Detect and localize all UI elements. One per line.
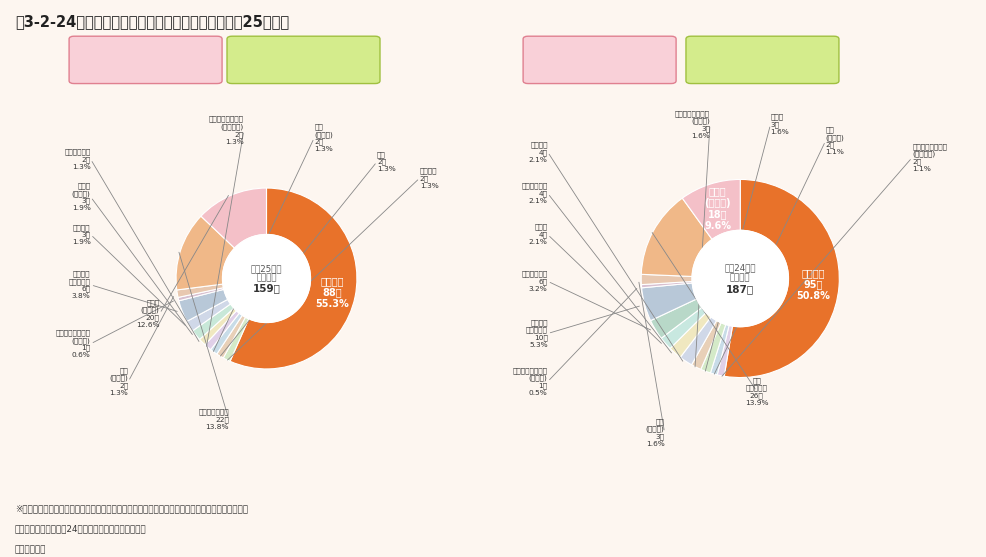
Wedge shape (641, 281, 691, 288)
Text: 76.5%: 76.5% (801, 66, 828, 75)
Text: 金属くず
3件
1.9%: 金属くず 3件 1.9% (72, 224, 91, 245)
Text: 建設系廃棄物: 建設系廃棄物 (288, 48, 318, 57)
Wedge shape (641, 198, 711, 276)
Text: 計44件: 計44件 (535, 66, 557, 75)
Wedge shape (710, 324, 729, 375)
Wedge shape (186, 299, 231, 331)
Circle shape (691, 231, 788, 326)
Text: 図3-2-24　不法投棄された産業廃棄物の種類（平成25年度）: 図3-2-24 不法投棄された産業廃棄物の種類（平成25年度） (15, 14, 289, 29)
Text: 計133件: 計133件 (240, 66, 266, 75)
Text: 動物のふん尿
2件
1.3%: 動物のふん尿 2件 1.3% (64, 149, 91, 170)
Text: 投棄件数: 投棄件数 (256, 273, 276, 282)
Wedge shape (641, 283, 696, 321)
Wedge shape (177, 288, 224, 301)
Text: 廃プラスチック類
(廃タイヤ)
2件
1.1%: 廃プラスチック類 (廃タイヤ) 2件 1.1% (911, 143, 947, 172)
Wedge shape (201, 188, 266, 248)
Text: 動物のふん尿
6件
3.2%: 動物のふん尿 6件 3.2% (521, 271, 547, 292)
Text: 汚泥
(建設系)
3件
1.6%: 汚泥 (建設系) 3件 1.6% (645, 418, 664, 447)
Circle shape (222, 234, 311, 323)
Text: 83.6%: 83.6% (342, 66, 370, 75)
Text: 建設系以外廃棄物: 建設系以外廃棄物 (579, 48, 619, 57)
Text: 廃プラスチック類
(その他)
3件
1.6%: 廃プラスチック類 (その他) 3件 1.6% (674, 110, 709, 139)
Text: ガラス・
陶磁器くず
6件
3.8%: ガラス・ 陶磁器くず 6件 3.8% (69, 270, 91, 299)
Wedge shape (230, 188, 357, 369)
Wedge shape (717, 325, 732, 376)
Wedge shape (724, 179, 838, 378)
Wedge shape (223, 317, 248, 361)
Wedge shape (641, 274, 691, 285)
Text: 木くず
(その他)
3件
1.9%: 木くず (その他) 3件 1.9% (72, 183, 91, 211)
Text: 木くず
(建設系)
20件
12.6%: 木くず (建設系) 20件 12.6% (136, 299, 160, 328)
Text: がれき類
95件
50.8%: がれき類 95件 50.8% (796, 268, 829, 301)
Wedge shape (176, 284, 223, 297)
Wedge shape (681, 179, 740, 240)
Text: 汚泥
(建設系)
2件
1.3%: 汚泥 (建設系) 2件 1.3% (109, 367, 128, 396)
Text: 金属くず
4件
2.1%: 金属くず 4件 2.1% (528, 141, 547, 163)
Wedge shape (210, 313, 243, 354)
Text: 計26件: 計26件 (82, 66, 104, 75)
Text: ※１：割合については、四捨五入で計算して表記していることから合計値が合わない場合がある。: ※１：割合については、四捨五入で計算して表記していることから合計値が合わない場合… (15, 504, 247, 513)
Text: 汚泥
(その他)
2件
1.1%: 汚泥 (その他) 2件 1.1% (824, 126, 844, 155)
Wedge shape (661, 307, 705, 349)
Text: がれき類
88件
55.3%: がれき類 88件 55.3% (316, 276, 349, 309)
Text: 鉱さい
3件
1.6%: 鉱さい 3件 1.6% (770, 114, 789, 135)
Text: 建設
混合廃棄物
26件
13.9%: 建設 混合廃棄物 26件 13.9% (744, 377, 768, 405)
Text: 燃え殻
4件
2.1%: 燃え殻 4件 2.1% (528, 224, 547, 245)
Wedge shape (691, 320, 721, 369)
Text: 建設系以外廃棄物: 建設系以外廃棄物 (125, 48, 166, 57)
Text: 汚泥
(その他)
2件
1.3%: 汚泥 (その他) 2件 1.3% (314, 124, 332, 152)
Text: 廃プラスチック類
(廃タイヤ)
2件
1.3%: 廃プラスチック類 (廃タイヤ) 2件 1.3% (209, 116, 244, 145)
Text: 木くず
(建設系)
18件
9.6%: 木くず (建設系) 18件 9.6% (703, 186, 731, 231)
Text: 建設混合廃棄物
22件
13.8%: 建設混合廃棄物 22件 13.8% (198, 409, 229, 430)
Wedge shape (700, 323, 725, 373)
Text: 16.4%: 16.4% (184, 66, 212, 75)
Text: 廃プラスチック類
(建設系)
1件
0.5%: 廃プラスチック類 (建設系) 1件 0.5% (512, 367, 547, 396)
Wedge shape (192, 304, 234, 339)
Wedge shape (217, 315, 246, 358)
Text: ガラス・
陶磁器くず
10件
5.3%: ガラス・ 陶磁器くず 10件 5.3% (526, 319, 547, 348)
Wedge shape (205, 311, 239, 350)
Text: 計143件: 計143件 (698, 66, 725, 75)
Text: 平成24年度: 平成24年度 (724, 263, 755, 273)
Text: 23.5%: 23.5% (638, 66, 666, 75)
Text: 資料：環境省: 資料：環境省 (15, 545, 46, 554)
Wedge shape (199, 308, 237, 345)
Text: 繊維くず
2件
1.3%: 繊維くず 2件 1.3% (419, 168, 438, 189)
Text: 平成25年度: 平成25年度 (250, 265, 282, 273)
Text: 廃油
2件
1.3%: 廃油 2件 1.3% (377, 151, 395, 172)
Wedge shape (679, 317, 716, 365)
Text: 廃プラスチック類
(建設系)
1件
0.6%: 廃プラスチック類 (建設系) 1件 0.6% (55, 329, 91, 358)
Text: ２：参考として平成24年度の実績も掲載している。: ２：参考として平成24年度の実績も掲載している。 (15, 525, 146, 534)
Text: 動植物性残さ
4件
2.1%: 動植物性残さ 4件 2.1% (521, 183, 547, 204)
Wedge shape (178, 289, 228, 321)
Wedge shape (669, 312, 710, 358)
Text: 159件: 159件 (252, 283, 280, 293)
Text: 187件: 187件 (726, 284, 753, 294)
Text: 建設系廃棄物: 建設系廃棄物 (746, 48, 777, 57)
Wedge shape (650, 299, 701, 338)
Text: 投棄件数: 投棄件数 (730, 273, 749, 282)
Wedge shape (176, 216, 235, 290)
